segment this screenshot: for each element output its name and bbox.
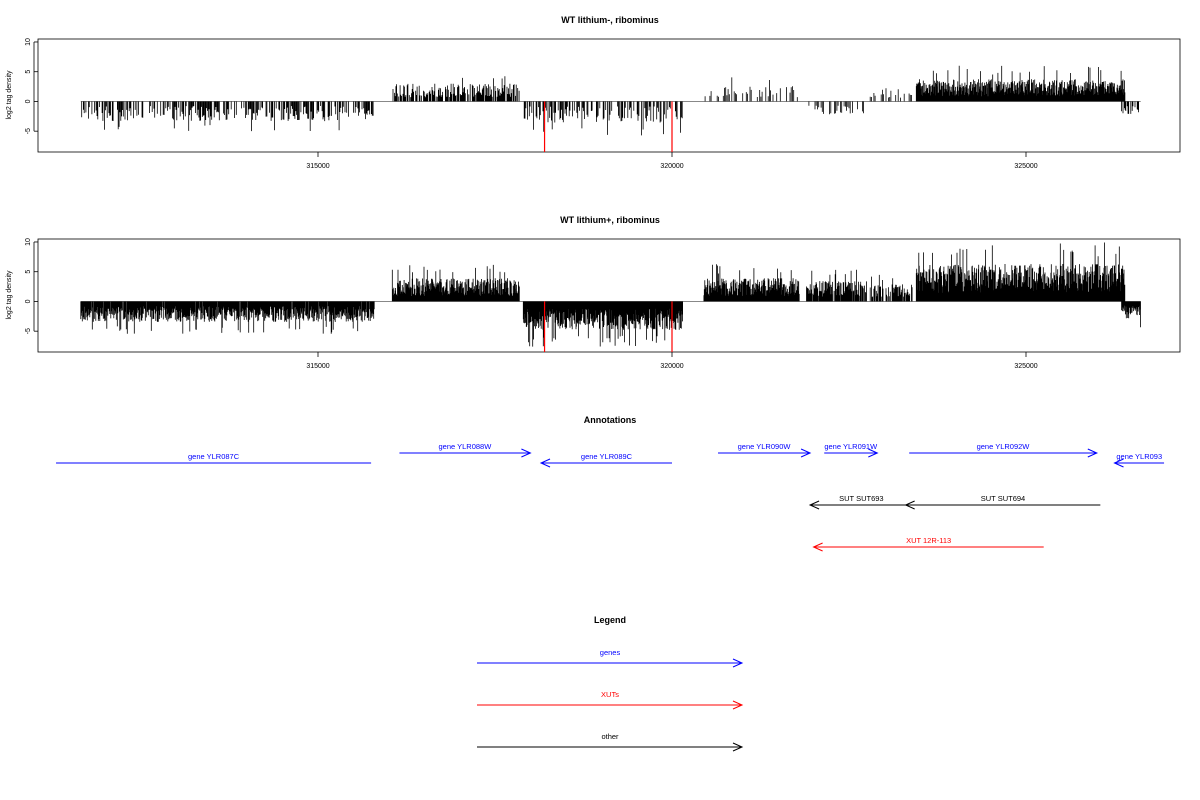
y-tick-label: 0 bbox=[25, 299, 32, 303]
legend-label: other bbox=[601, 732, 619, 741]
track-title: WT lithium+, ribominus bbox=[560, 215, 660, 225]
annotation-feature: gene YLR087C bbox=[56, 452, 372, 464]
signal-bar-series bbox=[80, 242, 1141, 347]
x-tick-label: 320000 bbox=[660, 163, 683, 170]
y-tick-label: 10 bbox=[25, 238, 32, 246]
annotation-feature: XUT 12R-113 bbox=[812, 536, 1044, 552]
feature-label: XUT 12R-113 bbox=[906, 536, 951, 545]
y-tick-label: 10 bbox=[25, 38, 32, 46]
signal-bar-series bbox=[81, 65, 1139, 136]
annotation-feature: gene YLR089C bbox=[539, 452, 672, 468]
y-tick-label: -5 bbox=[25, 128, 32, 134]
annotation-feature: gene YLR088W bbox=[399, 442, 532, 458]
feature-arrowhead bbox=[812, 542, 823, 552]
feature-arrowhead bbox=[800, 448, 812, 458]
legend-item: other bbox=[477, 732, 744, 752]
feature-label: gene YLR093 bbox=[1116, 452, 1162, 461]
plot-frame bbox=[37, 238, 1181, 353]
feature-label: gene YLR087C bbox=[188, 452, 240, 461]
feature-arrowhead bbox=[868, 448, 879, 458]
feature-arrowhead bbox=[808, 500, 820, 510]
feature-label: SUT SUT694 bbox=[981, 494, 1025, 503]
x-axis: 315000 320000 325000 bbox=[306, 152, 1038, 170]
legend-items: genes XUTs other bbox=[477, 648, 744, 752]
feature-arrowhead bbox=[539, 458, 551, 468]
feature-label: gene YLR090W bbox=[738, 442, 792, 451]
legend: Legend genes XUTs other bbox=[477, 615, 744, 752]
feature-arrowhead bbox=[904, 500, 915, 510]
legend-item: genes bbox=[477, 648, 744, 668]
x-tick-label: 325000 bbox=[1014, 163, 1037, 170]
feature-arrowhead bbox=[1113, 458, 1124, 468]
legend-item: XUTs bbox=[477, 690, 744, 710]
x-tick-label: 320000 bbox=[660, 363, 683, 370]
y-axis-label: log2 tag density bbox=[6, 70, 13, 120]
x-tick-label: 315000 bbox=[306, 163, 329, 170]
annotation-feature: SUT SUT694 bbox=[904, 494, 1101, 510]
track-panel-lithium-plus: WT lithium+, ribominus log2 tag density … bbox=[6, 215, 1181, 370]
feature-label: gene YLR088W bbox=[438, 442, 492, 451]
feature-arrowhead bbox=[521, 448, 532, 458]
annotation-feature: gene YLR092W bbox=[909, 442, 1099, 458]
annotation-features: gene YLR087C gene YLR088W gene YLR089C gene… bbox=[56, 442, 1165, 552]
plot-frame bbox=[37, 38, 1181, 153]
y-axis: -5 0 5 10 bbox=[25, 238, 38, 334]
annotations-title: Annotations bbox=[584, 415, 637, 425]
annotation-feature: gene YLR091W bbox=[824, 442, 879, 458]
y-axis-label: log2 tag density bbox=[6, 270, 13, 320]
legend-title: Legend bbox=[594, 615, 626, 625]
y-tick-label: 5 bbox=[25, 70, 32, 74]
x-tick-label: 325000 bbox=[1014, 363, 1037, 370]
legend-arrowhead bbox=[732, 700, 744, 710]
track-title: WT lithium-, ribominus bbox=[561, 15, 659, 25]
y-tick-label: 5 bbox=[25, 270, 32, 274]
y-tick-label: -5 bbox=[25, 328, 32, 334]
legend-arrowhead bbox=[732, 742, 744, 752]
feature-label: SUT SUT693 bbox=[839, 494, 883, 503]
x-tick-label: 315000 bbox=[306, 363, 329, 370]
legend-label: XUTs bbox=[601, 690, 619, 699]
signal-bars bbox=[80, 242, 1141, 352]
y-tick-label: 0 bbox=[25, 99, 32, 103]
feature-arrowhead bbox=[1087, 448, 1099, 458]
annotation-feature: SUT SUT693 bbox=[808, 494, 913, 510]
feature-label: gene YLR092W bbox=[977, 442, 1031, 451]
track-panel-lithium-minus: WT lithium-, ribominus log2 tag density … bbox=[6, 15, 1181, 170]
y-axis: -5 0 5 10 bbox=[25, 38, 38, 134]
x-axis: 315000 320000 325000 bbox=[306, 352, 1038, 370]
feature-label: gene YLR089C bbox=[581, 452, 633, 461]
legend-arrowhead bbox=[732, 658, 744, 668]
feature-label: gene YLR091W bbox=[824, 442, 878, 451]
legend-label: genes bbox=[600, 648, 621, 657]
annotation-feature: gene YLR090W bbox=[718, 442, 812, 458]
annotation-feature: gene YLR093 bbox=[1113, 452, 1165, 468]
signal-bars bbox=[80, 65, 1141, 152]
